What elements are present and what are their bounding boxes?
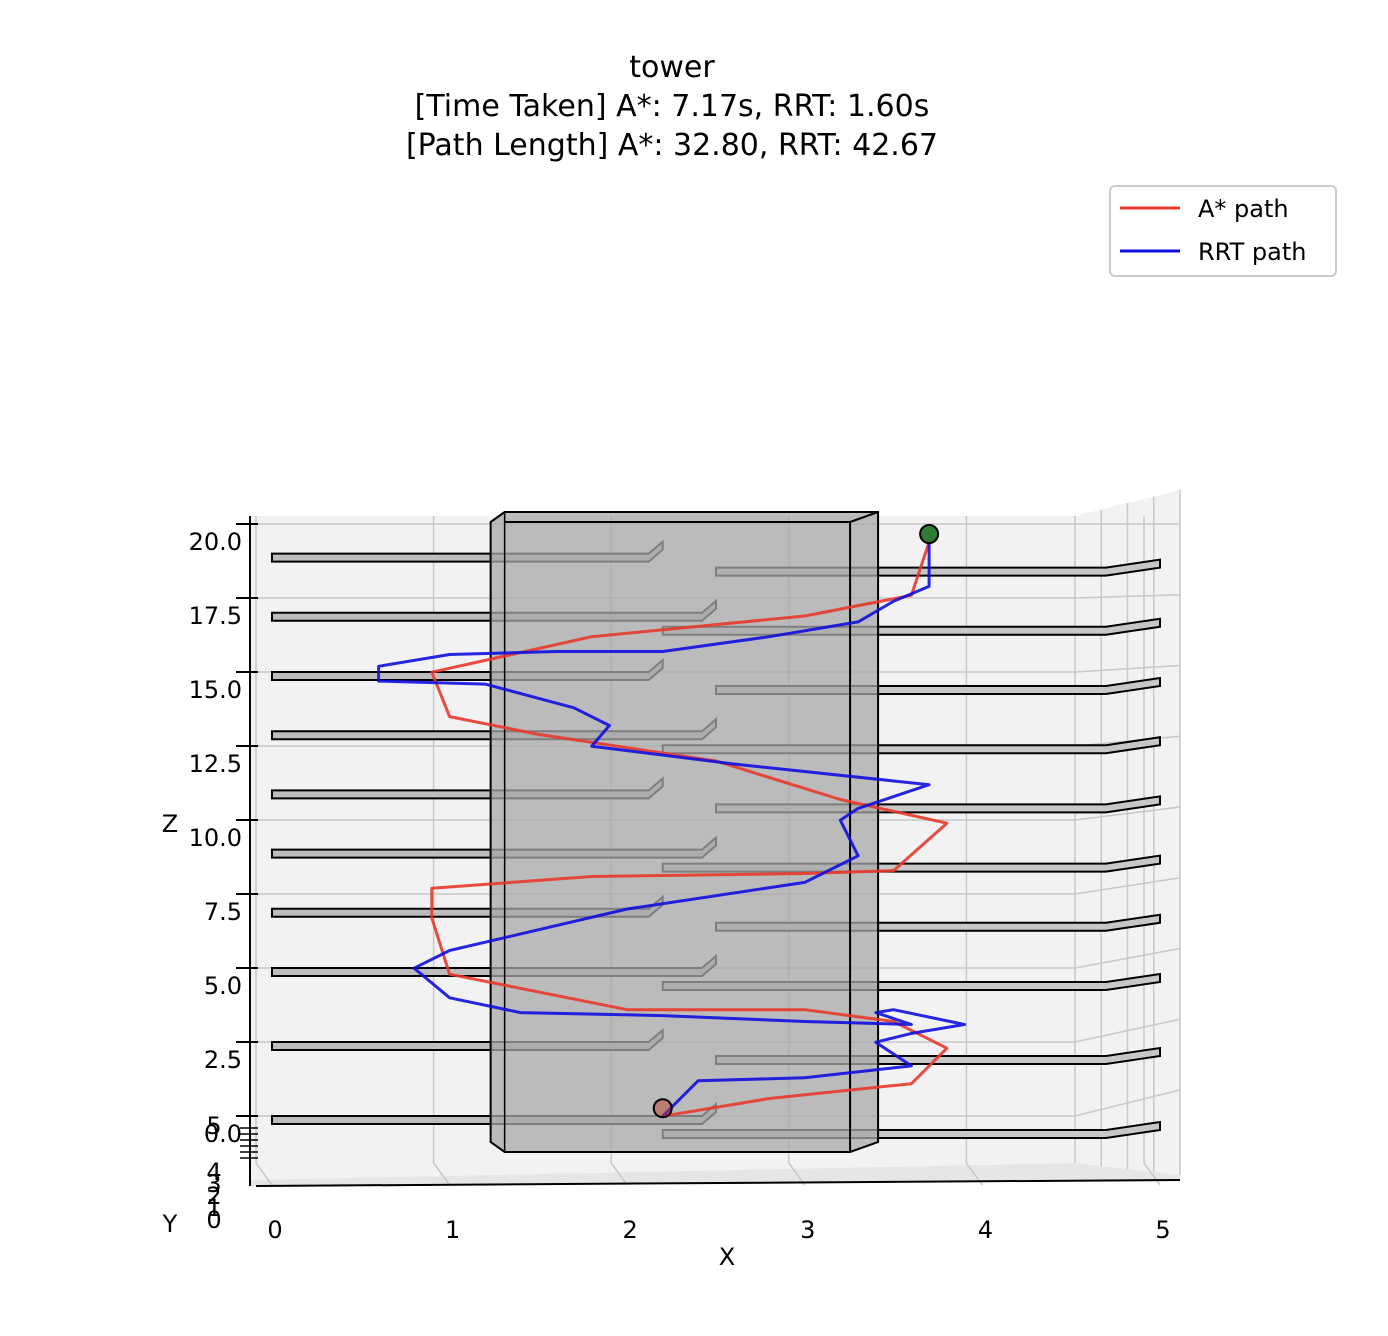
chart-subtitle-time: [Time Taken] A*: 7.17s, RRT: 1.60s xyxy=(415,89,930,124)
grid-line-x-floor xyxy=(432,1162,451,1186)
legend-label-astar: A* path xyxy=(1198,195,1289,223)
z-tick-label: 5.0 xyxy=(204,972,242,1000)
grid-line-x-floor xyxy=(1143,1162,1161,1186)
tower-edge-diag xyxy=(849,511,879,523)
x-axis-label: X xyxy=(719,1243,735,1271)
obstacles xyxy=(271,511,1161,1153)
axes: 0.02.55.07.510.012.515.017.520.00 1 2 3 4 501… xyxy=(162,516,1181,1271)
x-tick-label: 3 xyxy=(800,1216,815,1244)
z-tick-label: 2.5 xyxy=(204,1046,242,1074)
legend-label-rrt: RRT path xyxy=(1198,238,1306,266)
y-tick-label: 3 xyxy=(206,1170,221,1198)
z-axis-label: Z xyxy=(162,810,178,838)
legend: A* path RRT path xyxy=(1109,185,1337,277)
z-tick-label: 12.5 xyxy=(189,750,242,778)
grid-line-x-floor xyxy=(610,1162,628,1186)
z-tick-label: 0.0 xyxy=(204,1120,242,1148)
y-tick-label: 5 xyxy=(206,1112,221,1140)
start-marker xyxy=(652,1098,673,1119)
rrt-path-line xyxy=(377,542,967,1118)
y-tick-label: 2 xyxy=(206,1182,221,1210)
y-axis-label: Y xyxy=(162,1210,178,1238)
chart-title: tower xyxy=(629,50,715,85)
floor-pane xyxy=(250,1163,1180,1186)
x-tick-label: 0 xyxy=(267,1216,282,1244)
grid-line-x-floor xyxy=(255,1162,273,1186)
tower-obstacle xyxy=(489,511,880,1153)
x-tick-label: 5 xyxy=(1155,1216,1170,1244)
y-tick-label: 0 xyxy=(206,1206,221,1234)
x-tick-label: 2 xyxy=(623,1216,638,1244)
goal-marker xyxy=(919,524,940,544)
astar-path-line xyxy=(430,541,949,1118)
grid-line-x-floor xyxy=(788,1162,806,1186)
z-tick-label: 7.5 xyxy=(204,898,242,926)
y-tick-label: 4 xyxy=(206,1158,221,1186)
x-tick-label: 4 xyxy=(978,1216,993,1244)
paths xyxy=(377,524,967,1119)
chart-subtitle-length: [Path Length] A*: 32.80, RRT: 42.67 xyxy=(406,128,938,163)
y-tick-label: 1 xyxy=(206,1194,221,1222)
z-tick-label: 20.0 xyxy=(189,528,242,556)
x-axis-line xyxy=(255,1179,1181,1187)
z-tick-label: 10.0 xyxy=(189,824,242,852)
z-tick-label: 15.0 xyxy=(189,676,242,704)
z-tick-label: 17.5 xyxy=(189,602,242,630)
x-tick-label: 1 xyxy=(445,1216,460,1244)
